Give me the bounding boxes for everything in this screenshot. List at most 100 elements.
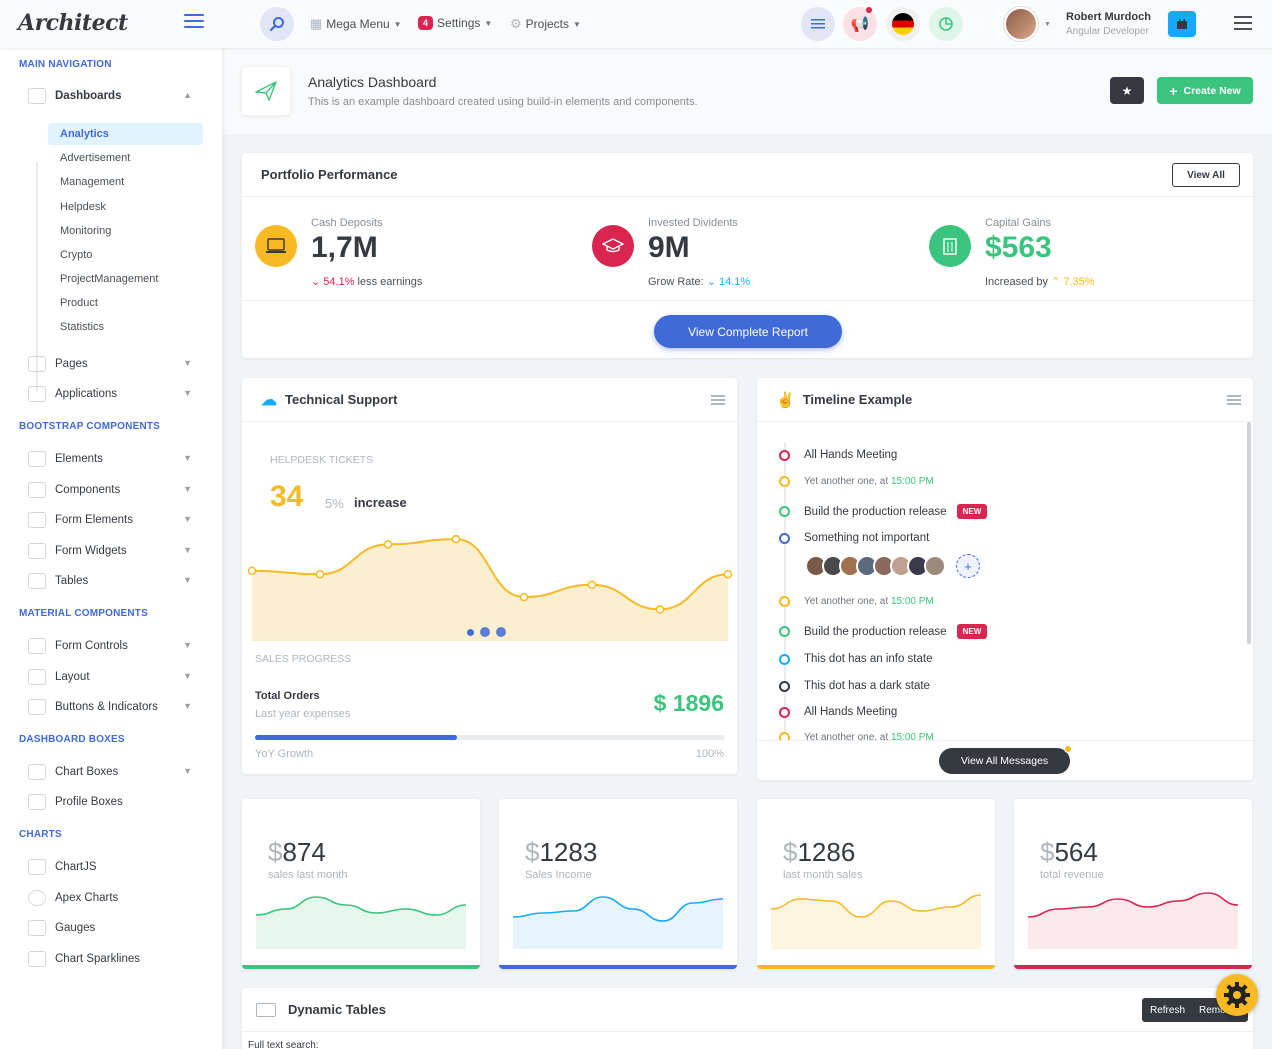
sidebar-item-form-elements[interactable]: Form Elements ▼ (28, 509, 198, 531)
search-button[interactable] (260, 7, 294, 41)
metric-label: Invested Dividents (648, 217, 738, 229)
sidebar-item-label: Chart Boxes (55, 766, 119, 778)
sparkline-line (1027, 892, 1239, 918)
sidebar-sub-helpdesk[interactable]: Helpdesk (60, 201, 106, 213)
projects-dropdown[interactable]: ⚙ Projects ▼ (510, 16, 581, 32)
carousel-dot[interactable] (496, 627, 506, 637)
section-charts: Charts (19, 829, 62, 840)
sidebar-sub-monitoring[interactable]: Monitoring (60, 225, 112, 237)
laptop-icon (256, 1002, 276, 1017)
sidebar-item-gauges[interactable]: Gauges (28, 917, 198, 939)
helpdesk-percent: 5% (325, 496, 344, 511)
calendar-icon (1177, 19, 1187, 29)
timeline-dot (779, 449, 790, 461)
sidebar-item-label: Chart Sparklines (55, 953, 141, 965)
carousel-dots[interactable] (467, 627, 506, 637)
view-all-messages-button[interactable]: View All Messages (939, 745, 1072, 774)
sidebar-sub-management[interactable]: Management (60, 176, 125, 188)
timeline-dot (779, 626, 790, 637)
sidebar-item-apex-charts[interactable]: Apex Charts (28, 887, 198, 909)
sidebar-item-pages[interactable]: Pages ▼ (28, 353, 198, 375)
grid-menu-button[interactable] (801, 7, 835, 41)
chart-point[interactable] (655, 605, 665, 614)
pie-chart-icon (28, 890, 46, 906)
sidebar-sub-projectmanagement[interactable]: ProjectManagement (60, 273, 159, 285)
metric-note-text: less earnings (357, 276, 423, 288)
card-menu-button[interactable] (711, 395, 725, 407)
sidebar-sub-analytics[interactable]: Analytics (48, 123, 203, 145)
sidebar-sub-statistics[interactable]: Statistics (60, 321, 105, 333)
sidebar-item-label: ChartJS (55, 861, 97, 873)
sidebar-item-profile-boxes[interactable]: Profile Boxes (28, 791, 198, 813)
language-button[interactable] (886, 7, 920, 41)
chart-point[interactable] (383, 540, 393, 549)
sidebar-item-form-widgets[interactable]: Form Widgets ▼ (28, 540, 198, 562)
timeline-scroll-area[interactable]: All Hands Meeting Yet another one, at 15… (757, 422, 1253, 740)
sidebar-item-label: Form Widgets (55, 545, 127, 557)
carousel-dot[interactable] (467, 628, 474, 636)
chart-point[interactable] (587, 580, 597, 590)
view-complete-report-button[interactable]: View Complete Report (654, 315, 842, 348)
metric-note: ⌄ 54.1% less earnings (311, 275, 422, 288)
refresh-button[interactable]: Refresh (1150, 1004, 1186, 1016)
sidebar-item-buttons-indicators[interactable]: Buttons & Indicators ▼ (28, 696, 198, 718)
timeline-text: All Hands Meeting (804, 449, 898, 461)
add-avatar-button[interactable]: + (956, 554, 980, 578)
chart-point[interactable] (451, 534, 461, 544)
sidebar-item-chartjs[interactable]: ChartJS (28, 856, 198, 878)
sidebar-sub-product[interactable]: Product (60, 297, 98, 309)
sidebar-item-label: Dashboards (55, 90, 122, 102)
user-avatar[interactable] (1004, 7, 1038, 41)
avatar[interactable] (924, 555, 946, 577)
settings-dropdown[interactable]: 4 Settings ▼ (418, 16, 492, 30)
remove-button[interactable]: Remove (1199, 1004, 1237, 1016)
chevron-down-icon[interactable]: ▼ (1044, 21, 1051, 28)
sidebar-item-chart-sparklines[interactable]: Chart Sparklines (28, 948, 198, 970)
mini-stat-value: $874 (268, 837, 326, 868)
timeline-text: This dot has a dark state (804, 680, 930, 692)
user-action-button[interactable] (1168, 11, 1196, 37)
page-title: Analytics Dashboard (308, 74, 437, 90)
sidebar-item-applications[interactable]: Applications ▼ (28, 383, 198, 405)
new-badge: NEW (956, 504, 988, 519)
sidebar-item-components[interactable]: Components ▼ (28, 479, 198, 501)
activity-button[interactable] (929, 7, 963, 41)
sidebar-item-elements[interactable]: Elements ▼ (28, 448, 198, 470)
sidebar-item-form-controls[interactable]: Form Controls ▼ (28, 635, 198, 657)
mini-stat-value: $1286 (783, 837, 855, 868)
header-menu-button[interactable] (1234, 16, 1252, 34)
sidebar-item-tables[interactable]: Tables ▼ (28, 570, 198, 592)
app-logo[interactable]: Architect (18, 10, 128, 36)
grid-icon: ▦ (310, 16, 323, 31)
chevron-down-icon: ▼ (183, 640, 192, 650)
theme-settings-button[interactable] (1216, 974, 1258, 1016)
sidebar-sub-crypto[interactable]: Crypto (60, 249, 93, 261)
chart-point[interactable] (723, 569, 733, 579)
favorite-button[interactable]: ★ (1110, 77, 1144, 104)
sparkline-area (513, 897, 723, 949)
sparkline-area (256, 897, 466, 949)
timeline-card: ✌ Timeline Example All Hands Meeting Yet… (757, 378, 1253, 780)
chart-point[interactable] (247, 566, 257, 575)
notifications-button[interactable]: 📢 (843, 7, 877, 41)
sidebar-item-chart-boxes[interactable]: Chart Boxes ▼ (28, 761, 198, 783)
sidebar-sub-advertisement[interactable]: Advertisement (60, 152, 131, 164)
scrollbar-thumb[interactable] (1247, 422, 1251, 644)
chart-point[interactable] (315, 569, 325, 579)
chart-point[interactable] (519, 592, 529, 602)
sidebar-toggle-button[interactable] (184, 14, 204, 30)
sidebar-item-layout[interactable]: Layout ▼ (28, 666, 198, 688)
rocket-icon (28, 88, 46, 104)
chevron-down-icon: ▼ (183, 484, 192, 494)
sidebar-item-dashboards[interactable]: Dashboards ▲ (28, 85, 198, 107)
card-menu-button[interactable] (1227, 395, 1241, 407)
mega-menu-dropdown[interactable]: ▦ Mega Menu ▼ (310, 16, 402, 32)
helpdesk-value: 34 (270, 480, 304, 513)
sidebar-item-label: Elements (55, 453, 103, 465)
view-all-button[interactable]: View All (1172, 163, 1240, 187)
mini-stat-label: total revenue (1040, 869, 1104, 881)
helpdesk-label: HELPDESK TICKETS (270, 454, 374, 466)
create-new-button[interactable]: + Create New (1157, 77, 1253, 104)
sparkline-chart (255, 896, 467, 949)
carousel-dot[interactable] (480, 627, 490, 637)
